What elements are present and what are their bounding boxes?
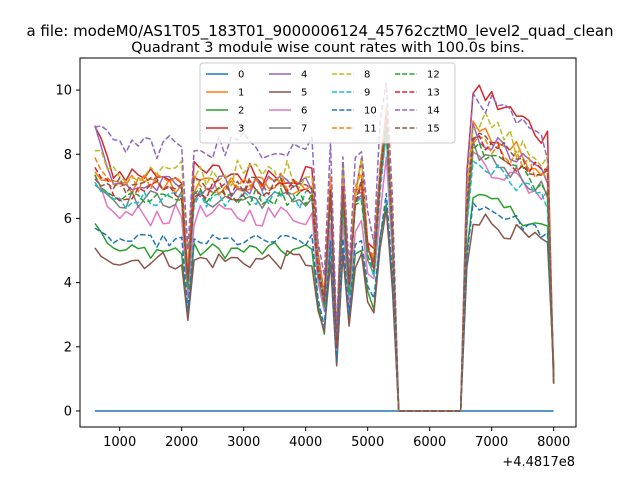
x-axis-ticks: 1000 2000 3000 4000 5000 6000 7000 8000 [103,427,570,450]
x-tick-label: 8000 [537,435,570,450]
x-tick-label: 3000 [227,435,260,450]
series-line-10 [94,192,555,412]
legend-label-1: 1 [238,88,244,99]
legend-label-2: 2 [238,106,244,117]
series-line-15 [94,118,555,412]
legend-label-15: 15 [427,124,440,135]
legend-label-0: 0 [238,70,244,81]
legend-box [199,62,456,144]
legend-label-3: 3 [238,124,244,135]
y-axis-ticks: 0 2 4 6 8 10 [55,84,80,419]
chart-suptitle: a file: modeM0/AS1T05_183T01_9000006124_… [26,22,613,41]
x-axis-offset-label: +4.4817e8 [502,455,575,470]
series-line-13 [94,115,555,412]
x-tick-label: 1000 [103,435,136,450]
legend-label-13: 13 [427,88,440,99]
legend-label-4: 4 [301,70,307,81]
x-tick-label: 2000 [165,435,198,450]
series-line-5 [94,208,555,412]
series-line-11 [94,106,555,412]
legend-label-14: 14 [427,106,440,117]
x-tick-label: 4000 [289,435,322,450]
y-tick-label: 2 [64,340,72,355]
legend-label-9: 9 [364,88,370,99]
series-line-12 [94,125,555,412]
legend-label-11: 11 [364,124,377,135]
legend-label-6: 6 [301,106,307,117]
legend-label-8: 8 [364,70,370,81]
series-line-2 [94,193,555,412]
x-tick-label: 6000 [413,435,446,450]
legend-label-10: 10 [364,106,377,117]
y-tick-label: 4 [64,276,72,291]
chart-title: Quadrant 3 module wise count rates with … [131,40,525,56]
legend-label-5: 5 [301,88,307,99]
y-tick-label: 0 [64,404,72,419]
axes-frame [79,57,577,428]
y-tick-label: 6 [64,212,72,227]
x-tick-label: 7000 [475,435,508,450]
y-tick-label: 10 [55,84,72,99]
y-tick-label: 8 [64,148,72,163]
legend-label-7: 7 [301,124,307,135]
legend-label-12: 12 [427,70,440,81]
series-line-14 [94,82,555,412]
x-tick-label: 5000 [351,435,384,450]
